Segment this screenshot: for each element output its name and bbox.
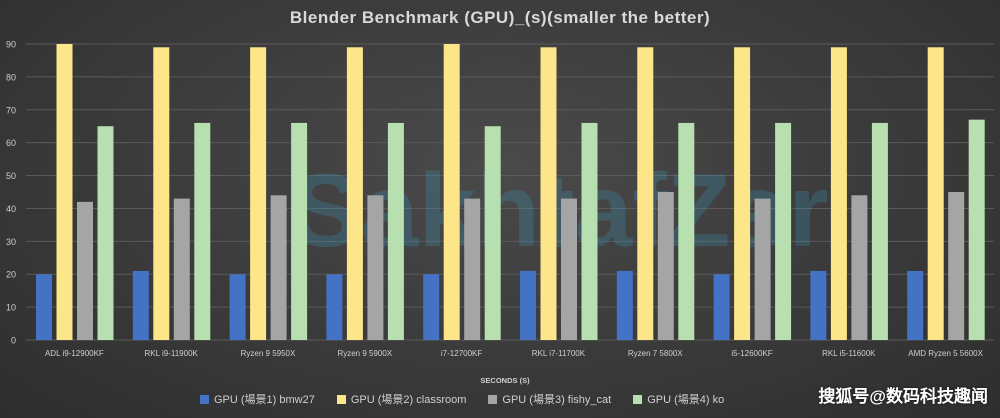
legend-label: GPU (場景2) classroom [350, 394, 467, 406]
y-tick-label: 30 [6, 237, 16, 247]
bar [968, 119, 985, 341]
x-tick-label: RKL i5-11600K [822, 349, 876, 358]
bar [540, 47, 557, 341]
bar [443, 44, 460, 340]
bar [775, 122, 792, 340]
x-tick-label: RKL i9-11900K [145, 349, 199, 358]
y-tick-label: 0 [11, 336, 16, 346]
bar [734, 47, 751, 341]
bar [77, 201, 93, 340]
bar [520, 270, 536, 340]
legend-item: GPU (場景4) ko [633, 391, 724, 407]
bar [346, 47, 363, 341]
bar [907, 270, 924, 340]
bar [270, 195, 287, 340]
bar [194, 122, 211, 340]
bar [616, 270, 633, 340]
chart-title: Blender Benchmark (GPU)_(s)(smaller the … [289, 8, 711, 27]
y-tick-label: 20 [6, 270, 16, 280]
x-tick-label: Ryzen 7 5800X [628, 349, 683, 358]
bar [97, 126, 114, 340]
y-tick-label: 40 [6, 204, 16, 214]
x-tick-label: ADL i9-12900KF [45, 349, 104, 358]
bar [581, 122, 598, 340]
y-tick-label: 80 [6, 72, 16, 82]
bar [36, 274, 52, 340]
y-tick-label: 50 [6, 171, 16, 181]
x-tick-label: AMD Ryzen 5 5600X [908, 349, 983, 358]
bar [387, 122, 404, 340]
x-tick-label: i7-12700KF [441, 349, 482, 358]
x-tick-label: Ryzen 9 5900X [337, 349, 392, 358]
bar [948, 192, 965, 340]
bar [229, 274, 246, 340]
y-tick-label: 70 [6, 105, 16, 115]
bar [871, 122, 888, 340]
bar [291, 122, 308, 340]
bar [132, 270, 149, 340]
x-tick-label: Ryzen 9 5950X [241, 349, 296, 358]
bar [713, 274, 730, 340]
bar [153, 47, 170, 341]
x-tick-label: RKL i7-11700K [532, 349, 586, 358]
bar [810, 270, 827, 340]
legend-label: GPU (場景3) fishy_cat [502, 394, 612, 406]
bar [678, 122, 695, 340]
bar [927, 47, 944, 341]
source-watermark: 搜狐号@数码科技趣闻 [818, 387, 988, 406]
bar [484, 126, 501, 340]
x-axis-label: SECONDS (S) [480, 376, 530, 385]
legend-swatch [336, 394, 346, 404]
y-tick-label: 90 [6, 40, 16, 50]
chart-legend: GPU (場景1) bmw27 GPU (場景2) classroom GPU (場… [200, 390, 724, 408]
bar [561, 198, 577, 340]
x-tick-label: i5-12600KF [731, 349, 772, 358]
bar [657, 192, 674, 340]
legend-swatch [488, 394, 498, 404]
bar [637, 47, 654, 341]
legend-item: GPU (場景1) bmw27 [200, 391, 315, 407]
bar [250, 47, 267, 341]
legend-label: GPU (場景4) ko [647, 394, 725, 406]
legend-item: GPU (場景3) fishy_cat [488, 391, 611, 407]
legend-swatch [633, 394, 643, 404]
bar [423, 274, 440, 340]
bar [754, 198, 771, 340]
legend-swatch [200, 394, 209, 404]
y-tick-label: 10 [6, 303, 16, 313]
bar [367, 195, 384, 340]
bar [464, 198, 481, 340]
legend-item: GPU (場景2) classroom [336, 391, 467, 407]
bar [851, 195, 868, 340]
bar [173, 198, 190, 340]
y-tick-label: 60 [6, 138, 16, 148]
legend-label: GPU (場景1) bmw27 [214, 394, 315, 406]
bar [56, 44, 73, 340]
bar [830, 47, 847, 341]
bar [326, 274, 343, 340]
